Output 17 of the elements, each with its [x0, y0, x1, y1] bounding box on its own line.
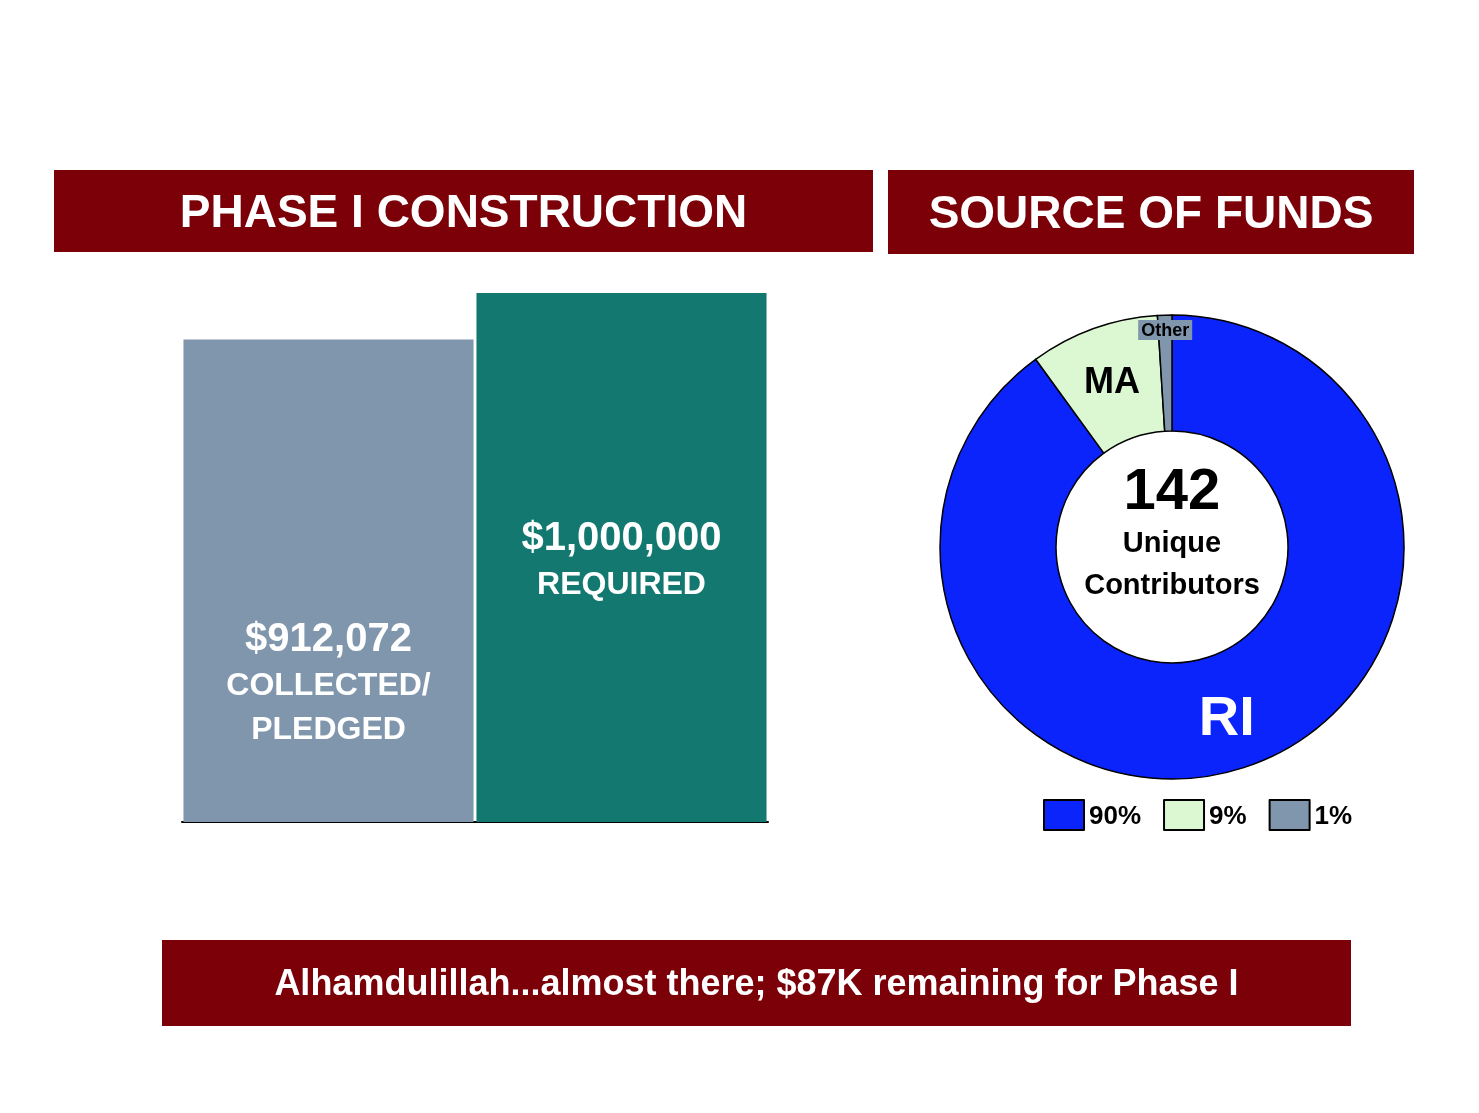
banner: PHASE I CONSTRUCTION: [54, 170, 873, 252]
data-label: $1,000,000: [521, 513, 722, 558]
legend-label: 1%: [1314, 800, 1353, 830]
banner: Alhamdulillah...almost there; $87K remaining for Phase I: [162, 940, 1351, 1026]
text: Unique Contributors: [1084, 526, 1260, 600]
chart-title: SOURCE OF FUNDS: [928, 185, 1374, 238]
text: 142: [1123, 455, 1221, 521]
legend-label: 9%: [1209, 800, 1247, 830]
data-label: $912,072: [245, 615, 412, 659]
chart-title: PHASE I CONSTRUCTION: [179, 184, 748, 237]
x-tick-label: REQUIRED: [537, 564, 706, 601]
data-label: RI: [1198, 683, 1255, 747]
data-label: MA: [1084, 359, 1141, 401]
data-label: Other: [1141, 320, 1190, 341]
x-tick-label: COLLECTED/ PLEDGED: [226, 666, 431, 746]
legend-label: 90%: [1089, 800, 1142, 830]
banner: SOURCE OF FUNDS: [888, 170, 1414, 254]
